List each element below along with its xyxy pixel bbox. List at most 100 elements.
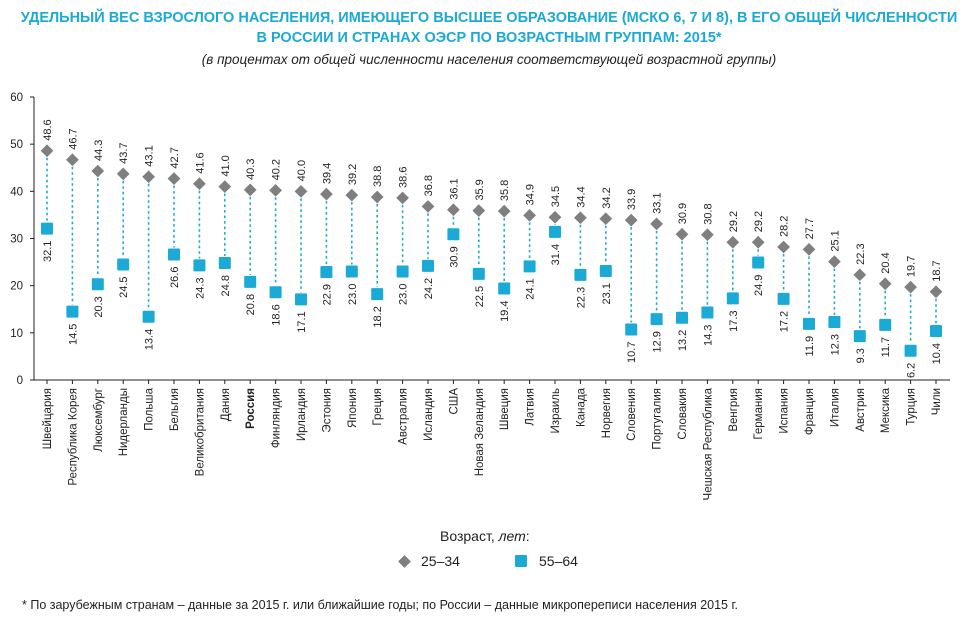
marker-25-34	[116, 167, 130, 181]
category-label: Норвегия	[601, 388, 613, 438]
chart-subtitle: (в процентах от общей численности населе…	[201, 52, 777, 67]
marker-25-34	[701, 228, 714, 242]
legend-title-suffix: :	[525, 528, 530, 544]
data-label-55-64: 24.9	[753, 275, 765, 296]
data-label-25-34: 46.7	[67, 128, 79, 149]
category-label: Латвия	[525, 388, 537, 426]
data-label-55-64: 6.2	[906, 363, 918, 378]
category-label: Исландия	[423, 388, 435, 441]
category-label: Люксембург	[93, 388, 105, 452]
data-label-55-64: 11.9	[804, 336, 816, 357]
category-label: Франция	[804, 388, 816, 435]
category-label: Италия	[829, 388, 841, 427]
marker-25-34	[523, 209, 536, 222]
data-label-25-34: 34.4	[575, 186, 587, 207]
category-label: США	[448, 388, 460, 415]
category-label: Япония	[347, 388, 359, 428]
marker-55-64	[726, 292, 739, 305]
marker-25-34	[599, 212, 613, 226]
data-label-25-34: 34.2	[601, 187, 613, 208]
y-tick-label: 30	[10, 234, 23, 246]
category-label: Финляндия	[271, 388, 283, 448]
data-label-25-34: 43.7	[118, 142, 130, 163]
marker-55-64	[599, 265, 612, 278]
marker-25-34	[853, 268, 867, 282]
data-label-55-64: 26.6	[169, 267, 181, 288]
data-label-25-34: 43.1	[144, 145, 156, 166]
y-tick-label: 50	[10, 139, 23, 151]
square-marker-icon	[515, 555, 527, 567]
data-label-25-34: 41.6	[194, 152, 206, 173]
marker-25-34	[675, 227, 689, 241]
y-tick-label: 40	[10, 186, 23, 198]
data-label-55-64: 18.6	[271, 304, 283, 325]
data-label-25-34: 35.8	[499, 180, 511, 201]
marker-55-64	[218, 257, 231, 270]
marker-25-34	[66, 153, 79, 167]
marker-55-64	[193, 259, 206, 272]
legend-title: Возраст, лет:	[440, 528, 530, 544]
chart-title-line-2: В РОССИИ И СТРАНАХ ОЭСР ПО ВОЗРАСТНЫМ ГР…	[256, 30, 722, 46]
marker-55-64	[422, 259, 434, 272]
y-tick-label: 20	[10, 281, 23, 293]
data-label-55-64: 22.9	[321, 284, 333, 305]
marker-25-34	[447, 203, 460, 217]
marker-55-64	[853, 330, 866, 343]
marker-25-34	[624, 213, 638, 227]
data-label-55-64: 30.9	[448, 246, 460, 267]
data-label-25-34: 36.1	[448, 178, 460, 199]
category-label: Швеция	[499, 388, 511, 430]
marker-55-64	[523, 260, 536, 273]
marker-25-34	[421, 200, 435, 213]
marker-25-34	[294, 184, 308, 198]
category-label: Бельгия	[169, 388, 181, 431]
marker-55-64	[66, 305, 79, 318]
category-label: Мексика	[880, 387, 892, 433]
marker-25-34	[396, 191, 409, 205]
data-label-55-64: 14.3	[702, 325, 714, 346]
data-label-25-34: 28.2	[779, 216, 791, 237]
category-label: Швейцария	[42, 388, 54, 449]
marker-55-64	[117, 258, 130, 271]
marker-55-64	[701, 306, 714, 319]
category-label: Венгрия	[728, 388, 740, 432]
data-label-25-34: 42.7	[169, 147, 181, 168]
data-label-55-64: 18.2	[372, 306, 384, 327]
data-label-55-64: 31.4	[550, 244, 562, 265]
marker-55-64	[676, 311, 688, 324]
category-label: Канада	[575, 387, 587, 427]
marker-25-34	[472, 204, 486, 218]
marker-25-34	[345, 188, 359, 202]
data-label-25-34: 20.4	[880, 252, 892, 273]
data-label-55-64: 13.4	[144, 329, 156, 350]
category-label: Чили	[931, 388, 943, 415]
data-label-25-34: 44.3	[93, 140, 105, 161]
marker-25-34	[929, 285, 943, 299]
marker-55-64	[142, 310, 155, 323]
marker-55-64	[752, 256, 765, 269]
marker-55-64	[574, 268, 587, 281]
category-label: Великобритания	[194, 388, 206, 476]
legend-label-25-34: 25–34	[421, 553, 460, 569]
marker-55-64	[295, 293, 307, 306]
marker-55-64	[371, 288, 384, 301]
category-label: Ирландия	[296, 388, 308, 441]
data-label-55-64: 14.5	[67, 324, 79, 345]
data-label-55-64: 20.8	[245, 294, 257, 315]
data-label-55-64: 12.3	[829, 334, 841, 355]
marker-55-64	[41, 222, 53, 235]
data-label-25-34: 38.6	[398, 167, 410, 188]
data-label-25-34: 39.2	[347, 164, 359, 185]
data-label-55-64: 12.9	[652, 331, 664, 352]
category-label: Россия	[245, 388, 257, 429]
data-label-55-64: 23.0	[347, 284, 359, 305]
category-label: Австралия	[398, 388, 410, 445]
data-label-25-34: 25.1	[829, 230, 841, 251]
marker-25-34	[497, 204, 511, 218]
footnote: * По зарубежным странам – данные за 2015…	[22, 598, 738, 612]
data-label-25-34: 27.7	[804, 218, 816, 239]
marker-55-64	[549, 225, 561, 238]
marker-25-34	[574, 211, 587, 225]
y-tick-label: 0	[17, 375, 23, 387]
data-label-55-64: 22.3	[575, 287, 587, 308]
